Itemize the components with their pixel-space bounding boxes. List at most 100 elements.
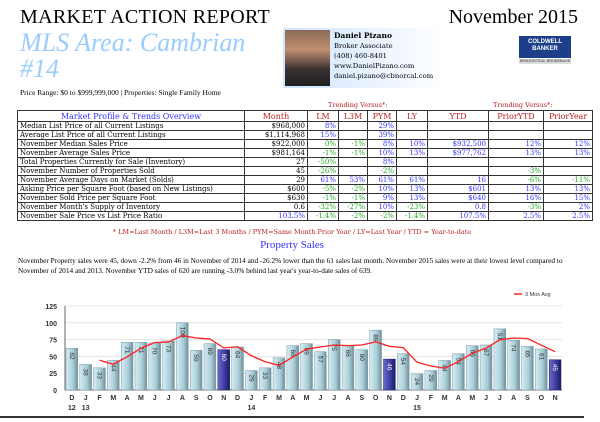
agent-role: Broker Associate [334, 42, 393, 50]
bar-value-label: 89 [372, 334, 379, 342]
cell-value [338, 166, 368, 176]
cell-value: $640 [427, 193, 489, 203]
x-tick-label: M [304, 395, 310, 402]
table-row: November Average Sales Price $981,164 -1% -… [17, 148, 593, 158]
bar-value-label: 45 [551, 364, 558, 372]
table-row: November Month's Supply of Inventory 0.6-… [17, 202, 593, 212]
x-tick-label: J [249, 395, 253, 402]
market-table: Market Profile & Trends Overview Month LM L… [17, 110, 593, 221]
cell-value: 13% [396, 184, 428, 194]
x-tick-label: M [138, 395, 144, 402]
table-row: November Median Sales Price $922,000 0% -1%… [17, 139, 593, 149]
y-tick-label: 50 [49, 354, 57, 361]
row-label: Total Properties Currently for Sale (Inv… [17, 157, 245, 167]
bar-value-label: 24 [413, 378, 420, 386]
bar [452, 353, 465, 391]
row-label: Asking Price per Square Foot (based on N… [17, 184, 245, 194]
cell-value: 0% [307, 139, 339, 149]
x-tick-label: O [539, 395, 545, 402]
bar [355, 349, 368, 391]
bar-value-label: 29 [427, 375, 434, 383]
x-tick-label: N [553, 395, 558, 402]
cell-value: 10% [396, 139, 428, 149]
x-tick-label: A [290, 395, 295, 402]
section-title: Property Sales [260, 239, 324, 251]
x-tick-label: F [263, 395, 268, 402]
bar [328, 339, 341, 391]
bar [383, 358, 396, 391]
cell-value: 2% [543, 202, 593, 212]
cell-value: $981,164 [244, 148, 308, 158]
cell-value: -23% [396, 202, 428, 212]
cell-value [543, 121, 593, 131]
cell-value [543, 157, 593, 167]
bar-value-label: 69 [206, 348, 213, 356]
x-tick-label: S [359, 395, 364, 402]
area-title: MLS Area: Cambrian #14 [20, 28, 246, 83]
bar-value-label: 33 [261, 372, 268, 380]
y-tick-label: 100 [45, 321, 57, 328]
row-label: November Sold Price per Square Foot [17, 193, 245, 203]
property-sales-chart: 0 25 50 75 100 125 62 D 12 38 J 13 33 F 44 M 71 A 71 M 70 J 73… [0, 292, 584, 418]
x-tick-label: D [235, 395, 240, 402]
cell-value: 8% [367, 139, 397, 149]
report-title: MARKET ACTION REPORT [20, 6, 271, 28]
cell-value: 103.5% [244, 211, 308, 221]
cell-value: -3% [488, 202, 544, 212]
cell-value [427, 121, 489, 131]
row-label: November Month's Supply of Inventory [17, 202, 245, 212]
bar [93, 367, 106, 391]
cell-value: 8% [367, 157, 397, 167]
cell-value: 13% [488, 184, 544, 194]
bar-value-label: 60 [220, 354, 227, 362]
trending-label: Trending Versus*: [493, 101, 553, 109]
bar-value-label: 60 [358, 354, 365, 362]
bar [548, 359, 562, 391]
cell-value [396, 130, 428, 140]
cell-value: $1,114,968 [244, 130, 308, 140]
cell-value: 10% [367, 202, 397, 212]
cell-value: 12% [543, 139, 593, 149]
table-row: Median List Price of all Current Listing… [17, 121, 593, 131]
year-label: 15 [413, 405, 421, 412]
bar-value-label: 67 [482, 349, 489, 357]
cell-value: $968,000 [244, 121, 308, 131]
x-tick-label: A [456, 395, 461, 402]
cell-value [338, 121, 368, 131]
cell-value: 9% [367, 193, 397, 203]
column-header: PriorYTD [488, 110, 544, 122]
cell-value [543, 130, 593, 140]
cell-value: 15% [543, 193, 593, 203]
bar-value-label: 100 [178, 327, 185, 338]
cell-value: -27% [338, 202, 368, 212]
year-label: 14 [247, 405, 255, 412]
bar [134, 342, 148, 391]
table-row: Asking Price per Square Foot (based on N… [17, 184, 593, 194]
cell-value: 13% [488, 148, 544, 158]
cell-value: -6% [488, 175, 544, 185]
agent-website[interactable]: www.DanielPizano.com [334, 62, 415, 70]
bar-value-label: 71 [137, 346, 144, 354]
agent-email[interactable]: daniel.pizano@cbnorcal.com [334, 72, 434, 80]
cell-value: -11% [543, 175, 593, 185]
bar-value-label: 66 [289, 350, 296, 358]
y-tick-label: 125 [45, 304, 57, 311]
agent-name: Daniel Pizano [334, 31, 392, 40]
cell-value: -1% [338, 148, 368, 158]
cell-value: 39% [367, 130, 397, 140]
x-tick-label: F [97, 395, 102, 402]
cell-value: 10% [367, 184, 397, 194]
bar [190, 350, 203, 391]
cell-value: -1% [338, 139, 368, 149]
agent-card: Daniel Pizano Broker Associate (408) 460… [283, 28, 445, 88]
x-tick-label: J [84, 395, 88, 402]
bar [535, 348, 548, 391]
row-label: November Number of Properties Sold [17, 166, 245, 176]
bar-value-label: 33 [96, 372, 103, 380]
cell-value: -32% [307, 202, 339, 212]
cell-value: 15% [307, 130, 339, 140]
bar [479, 344, 493, 391]
x-tick-label: A [511, 395, 516, 402]
report-date: November 2015 [448, 6, 578, 28]
column-header: YTD [427, 110, 489, 122]
